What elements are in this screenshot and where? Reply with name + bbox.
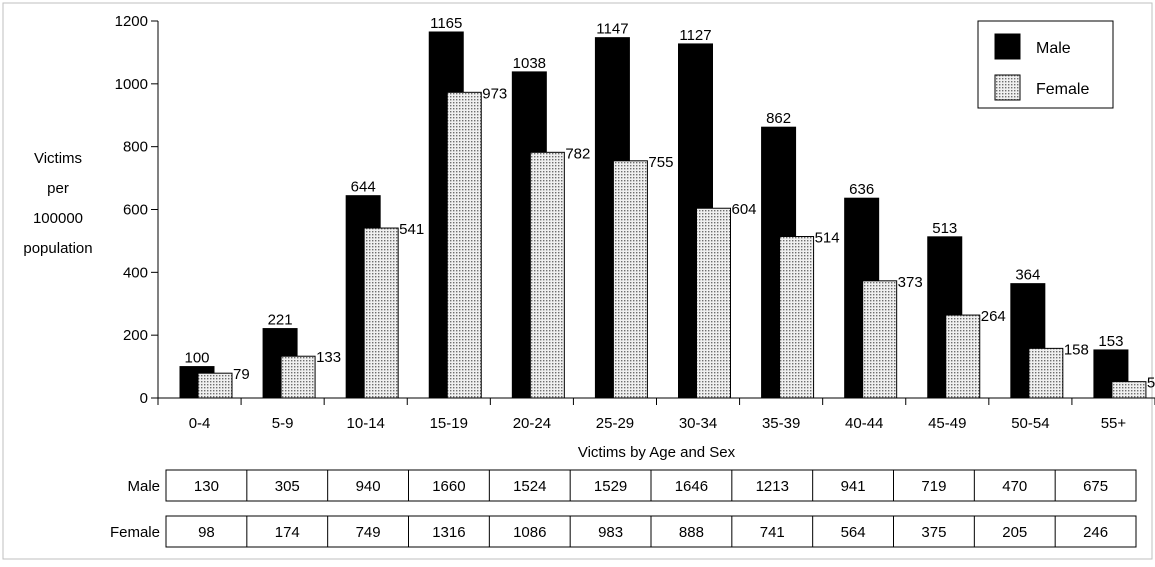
data-label-female: 373 <box>898 274 923 291</box>
table-cell: 1213 <box>756 478 789 495</box>
data-label-male: 153 <box>1098 333 1123 350</box>
table-cell: 564 <box>841 524 866 541</box>
x-category-label: 35-39 <box>762 415 800 432</box>
x-category-label: 55+ <box>1101 415 1127 432</box>
table-cell: 749 <box>356 524 381 541</box>
data-label-male: 221 <box>268 312 293 329</box>
data-label-male: 644 <box>351 179 376 196</box>
y-axis-title-line: 100000 <box>33 210 83 227</box>
table-cell: 983 <box>598 524 623 541</box>
table-cell: 375 <box>921 524 946 541</box>
data-label-female: 514 <box>815 230 840 247</box>
legend-swatch-male <box>994 33 1021 60</box>
x-category-label: 30-34 <box>679 415 717 432</box>
x-category-label: 15-19 <box>430 415 468 432</box>
y-tick-label: 1000 <box>115 76 148 93</box>
bar-female <box>363 227 399 399</box>
data-label-female: 604 <box>732 201 757 218</box>
bar-female <box>197 372 233 399</box>
table-cell: 1529 <box>594 478 627 495</box>
data-label-female: 541 <box>399 221 424 238</box>
table-cell: 305 <box>275 478 300 495</box>
table-cell: 1660 <box>432 478 465 495</box>
bar-female <box>696 207 731 399</box>
y-axis-title-line: population <box>23 240 92 257</box>
data-label-female: 755 <box>648 154 673 171</box>
x-category-label: 40-44 <box>845 415 883 432</box>
y-tick-label: 600 <box>123 202 148 219</box>
table-cell: 675 <box>1083 478 1108 495</box>
table-cell: 741 <box>760 524 785 541</box>
x-axis-title: Victims by Age and Sex <box>578 444 736 461</box>
table-cell: 719 <box>921 478 946 495</box>
table-cell: 174 <box>275 524 300 541</box>
legend-label-female: Female <box>1036 81 1089 98</box>
data-label-male: 1127 <box>679 27 711 44</box>
table-cell: 205 <box>1002 524 1027 541</box>
data-label-male: 100 <box>184 350 209 367</box>
bar-female <box>446 91 482 399</box>
legend-swatch-female <box>994 74 1021 101</box>
y-tick-label: 800 <box>123 139 148 156</box>
y-axis-title-line: Victims <box>34 150 82 167</box>
bar-female <box>280 355 316 399</box>
x-category-label: 50-54 <box>1011 415 1049 432</box>
data-label-male: 1038 <box>513 55 546 72</box>
table-cell: 940 <box>356 478 381 495</box>
bar-female <box>779 236 815 399</box>
data-label-female: 52 <box>1147 375 1155 392</box>
data-label-female: 264 <box>981 308 1006 325</box>
x-category-label: 25-29 <box>596 415 634 432</box>
data-label-female: 79 <box>233 366 250 383</box>
data-label-female: 973 <box>482 85 507 102</box>
table-cell: 1086 <box>513 524 546 541</box>
x-category-label: 20-24 <box>513 415 551 432</box>
table-cell: 1646 <box>675 478 708 495</box>
data-label-female: 133 <box>316 349 341 366</box>
table-cell: 130 <box>194 478 219 495</box>
legend-label-male: Male <box>1036 40 1071 57</box>
y-tick-label: 400 <box>123 264 148 281</box>
x-category-label: 10-14 <box>347 415 385 432</box>
table-cell: 1524 <box>513 478 546 495</box>
bar-female <box>529 151 565 399</box>
x-category-label: 5-9 <box>272 415 294 432</box>
table-cell: 1316 <box>432 524 465 541</box>
table-cell: 888 <box>679 524 704 541</box>
data-label-male: 862 <box>766 110 791 127</box>
y-tick-label: 1200 <box>115 13 148 30</box>
bar-female <box>862 280 898 399</box>
bar-female <box>945 314 981 399</box>
table-cell: 246 <box>1083 524 1108 541</box>
table-cell: 98 <box>198 524 215 541</box>
x-category-label: 45-49 <box>928 415 966 432</box>
data-label-female: 158 <box>1064 341 1089 358</box>
bar-female <box>612 160 648 399</box>
y-axis-title-line: per <box>47 180 69 197</box>
table-cell: 941 <box>841 478 866 495</box>
data-label-female: 782 <box>565 145 590 162</box>
data-label-male: 636 <box>849 181 874 198</box>
data-label-male: 364 <box>1015 267 1040 284</box>
data-label-male: 1147 <box>596 21 628 38</box>
x-category-label: 0-4 <box>189 415 211 432</box>
table-row-label: Female <box>110 524 160 541</box>
y-tick-label: 0 <box>140 390 148 407</box>
y-tick-label: 200 <box>123 327 148 344</box>
bar-female <box>1111 381 1147 399</box>
table-row-label: Male <box>127 478 160 495</box>
table-cell: 470 <box>1002 478 1027 495</box>
data-label-male: 513 <box>932 220 957 237</box>
bar-female <box>1028 347 1064 399</box>
data-label-male: 1165 <box>430 15 462 32</box>
